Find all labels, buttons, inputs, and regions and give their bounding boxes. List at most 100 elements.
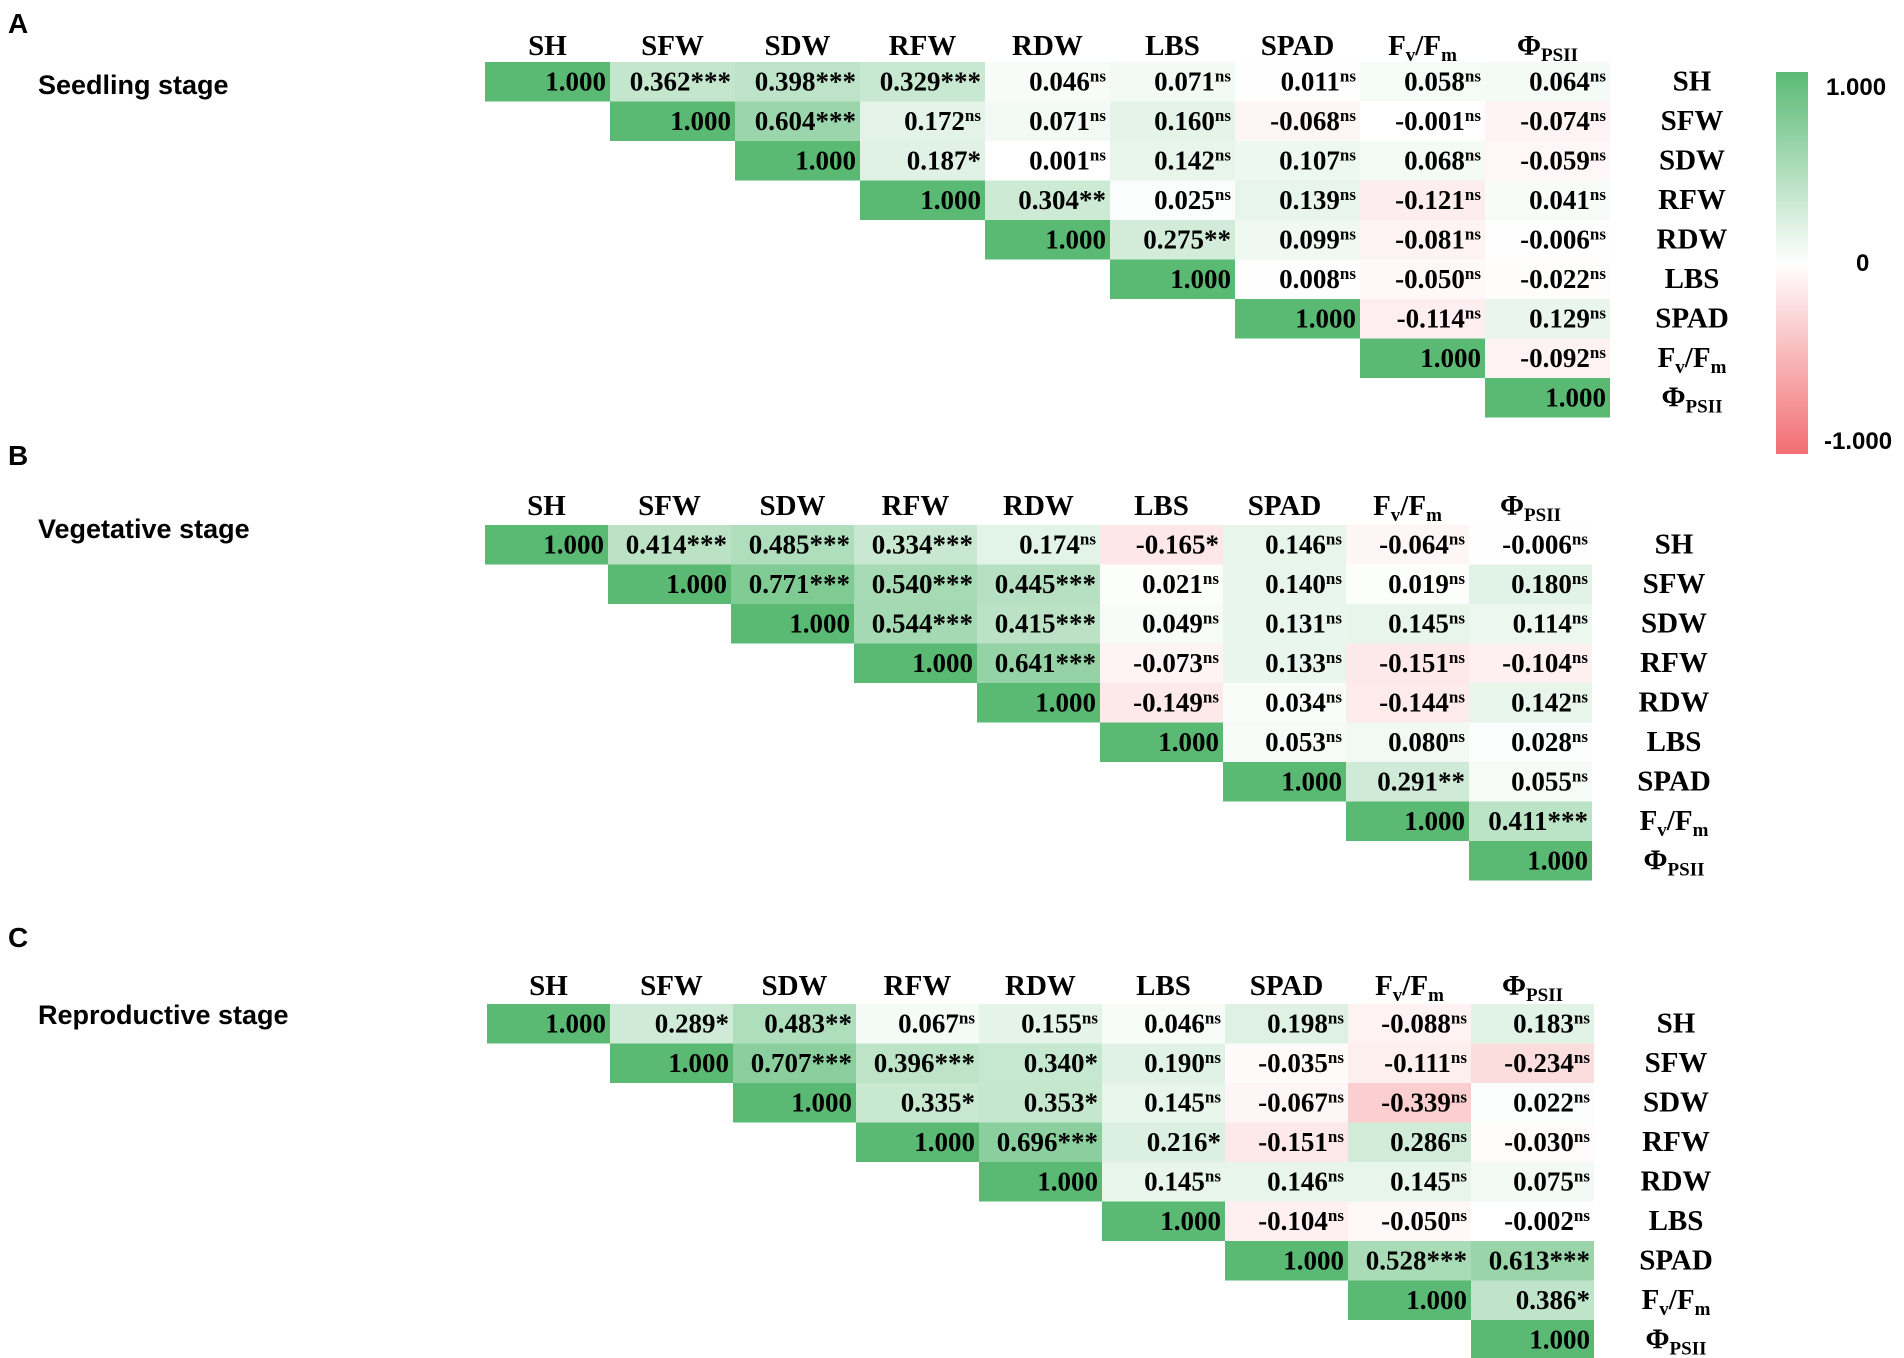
- cell-value-label: 1.000: [1545, 382, 1606, 412]
- heatmap-cell: [1348, 1201, 1471, 1241]
- heatmap-cell: [1485, 180, 1610, 220]
- cell-value-label: 0.174ns: [1019, 529, 1096, 559]
- cell-value-label: 0.071ns: [1029, 106, 1106, 136]
- cell-value-label: -0.050ns: [1395, 264, 1481, 294]
- heatmap-cell: [856, 1043, 979, 1083]
- heatmap-cell: [1469, 525, 1592, 565]
- heatmap-cell: [731, 525, 854, 565]
- heatmap-cell: [1348, 1280, 1471, 1320]
- cell-value-label: 1.000: [1283, 1245, 1344, 1275]
- cell-value-label: -0.067ns: [1258, 1087, 1344, 1117]
- heatmap-cell: [854, 525, 977, 565]
- cell-value-label: 0.528***: [1366, 1245, 1467, 1275]
- heatmap-cell: [985, 220, 1110, 260]
- row-label-fv-fm: Fv/Fm: [1642, 1284, 1711, 1320]
- heatmap-cell: [1485, 299, 1610, 339]
- cell-value-label: 1.000: [1035, 687, 1096, 717]
- cell-value-label: 0.146ns: [1265, 529, 1342, 559]
- heatmap-cell: [1225, 1162, 1348, 1202]
- column-header-rdw: RDW: [1005, 970, 1076, 1002]
- cell-value-label: 1.000: [1529, 1324, 1590, 1354]
- heatmap-cell: [733, 1043, 856, 1083]
- row-label-lbs: LBS: [1665, 263, 1720, 295]
- heatmap-cell: [1223, 683, 1346, 723]
- cell-value-label: 1.000: [920, 185, 981, 215]
- column-header-psii: ΦPSII: [1500, 490, 1561, 526]
- heatmap-cell: [979, 1162, 1102, 1202]
- cell-value-label: -0.081ns: [1395, 224, 1481, 254]
- heatmap-cell: [1471, 1280, 1594, 1320]
- row-label-rfw: RFW: [1642, 1126, 1710, 1158]
- cell-value-label: 0.604***: [755, 106, 856, 136]
- column-header-sdw: SDW: [761, 970, 827, 1002]
- heatmap-cell: [485, 62, 610, 102]
- heatmap-cell: [1471, 1162, 1594, 1202]
- heatmap-cell: [1346, 525, 1469, 565]
- heatmap-cell: [1485, 378, 1610, 418]
- cell-value-label: -0.339ns: [1381, 1087, 1467, 1117]
- heatmap-cell: [1100, 525, 1223, 565]
- cell-value-label: 0.067ns: [898, 1008, 975, 1038]
- row-label-fv-fm: Fv/Fm: [1640, 805, 1709, 841]
- row-label-sh: SH: [1655, 528, 1694, 560]
- heatmap-cell: [1110, 62, 1235, 102]
- cell-value-label: -0.050ns: [1381, 1206, 1467, 1236]
- heatmap-cell: [485, 525, 608, 565]
- heatmap-cell: [1225, 1083, 1348, 1123]
- heatmap-cell: [731, 604, 854, 644]
- cell-value-label: 0.008ns: [1279, 264, 1356, 294]
- heatmap-cell: [1471, 1241, 1594, 1281]
- heatmap-cell: [1469, 841, 1592, 881]
- cell-value-label: 0.411***: [1488, 806, 1588, 836]
- heatmap-cell: [610, 1004, 733, 1044]
- cell-value-label: -0.068ns: [1270, 106, 1356, 136]
- cell-value-label: 0.064ns: [1529, 66, 1606, 96]
- panel-letter-b: B: [8, 440, 29, 471]
- cell-value-label: -0.165*: [1136, 529, 1219, 559]
- cell-value-label: 0.021ns: [1142, 569, 1219, 599]
- heatmap-cell: [1469, 643, 1592, 683]
- stage-title-vegetative: Vegetative stage: [38, 514, 250, 544]
- cell-value-label: 0.041ns: [1529, 185, 1606, 215]
- cell-value-label: 0.001ns: [1029, 145, 1106, 175]
- cell-value-label: -0.001ns: [1395, 106, 1481, 136]
- heatmap-cell: [1471, 1083, 1594, 1123]
- column-header-sdw: SDW: [764, 30, 830, 62]
- cell-value-label: 0.019ns: [1388, 569, 1465, 599]
- heatmap-cell: [1485, 220, 1610, 260]
- cell-value-label: 0.099ns: [1279, 224, 1356, 254]
- cell-value-label: -0.104ns: [1502, 648, 1588, 678]
- cell-value-label: 0.129ns: [1529, 303, 1606, 333]
- cell-value-label: 1.000: [1170, 264, 1231, 294]
- row-label-spad: SPAD: [1655, 302, 1729, 334]
- cell-value-label: 0.353*: [1024, 1087, 1098, 1117]
- row-label-sh: SH: [1657, 1007, 1696, 1039]
- cell-value-label: 1.000: [666, 569, 727, 599]
- heatmap-cell: [854, 643, 977, 683]
- cell-value-label: 1.000: [670, 106, 731, 136]
- heatmap-cell: [1102, 1162, 1225, 1202]
- row-label-sh: SH: [1673, 65, 1712, 97]
- column-header-psii: ΦPSII: [1502, 970, 1563, 1006]
- cell-value-label: 0.414***: [626, 529, 727, 559]
- heatmap-cell: [1360, 62, 1485, 102]
- panel-a: A Seedling stage SH SFW SDW RFW RDW LBS SPAD Fv…: [0, 0, 1904, 440]
- heatmap-cell: [856, 1083, 979, 1123]
- cell-value-label: 0.145ns: [1390, 1166, 1467, 1196]
- heatmap-cell: [979, 1004, 1102, 1044]
- cell-value-label: -0.151ns: [1258, 1127, 1344, 1157]
- cell-value-label: -0.035ns: [1258, 1048, 1344, 1078]
- heatmap-cell: [1223, 643, 1346, 683]
- panel-letter-c: C: [8, 922, 29, 953]
- cell-value-label: 1.000: [543, 529, 604, 559]
- cell-value-label: -0.074ns: [1520, 106, 1606, 136]
- cell-value-label: 1.000: [1045, 224, 1106, 254]
- heatmap-cell: [1223, 722, 1346, 762]
- heatmap-cell: [1235, 101, 1360, 141]
- cell-value-label: -0.006ns: [1520, 224, 1606, 254]
- heatmap-cell: [610, 101, 735, 141]
- heatmap-cell: [1225, 1122, 1348, 1162]
- cell-value-label: 0.396***: [874, 1048, 975, 1078]
